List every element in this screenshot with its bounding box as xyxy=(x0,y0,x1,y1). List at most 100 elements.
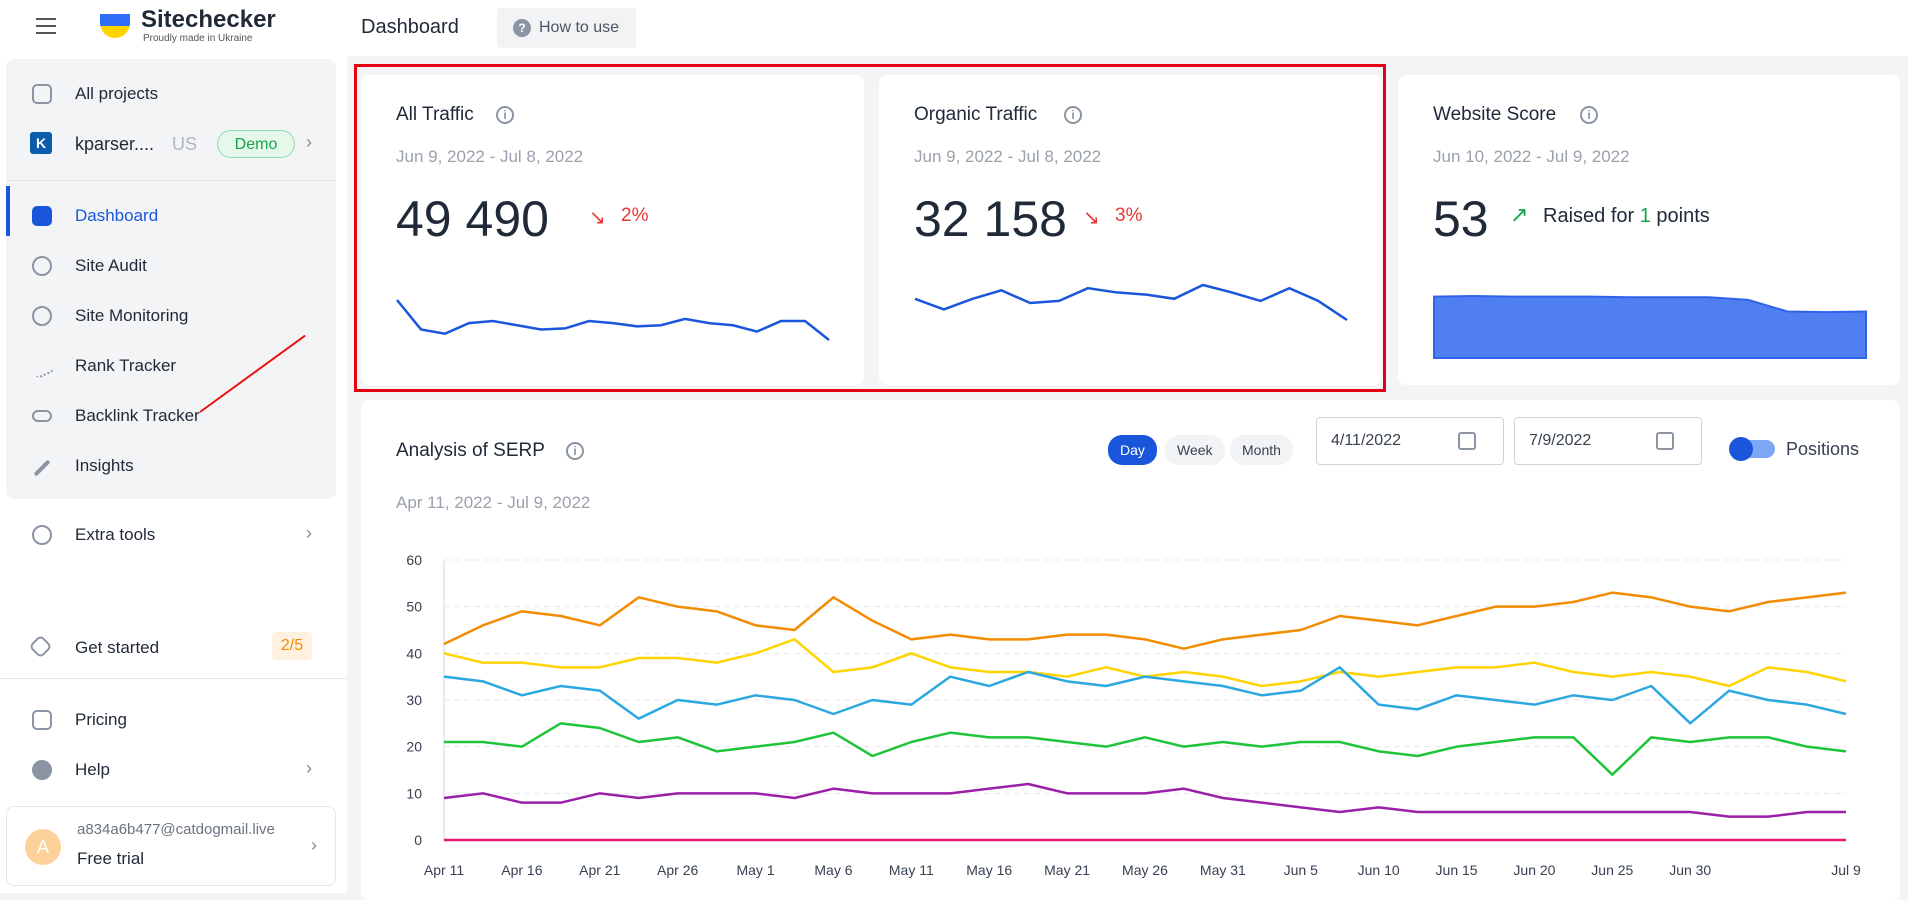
highlight-box xyxy=(354,64,1386,392)
chevron: › xyxy=(311,835,317,855)
y-tick-label: 0 xyxy=(414,832,422,848)
toggle[interactable] xyxy=(1729,437,1775,461)
y-tick-label: 50 xyxy=(406,599,422,615)
logo[interactable]: Sitechecker xyxy=(141,6,276,33)
top-bar: Sitechecker Proudly made in Ukraine Dash… xyxy=(0,0,1908,56)
card-change: 2% xyxy=(621,205,649,226)
nav-item[interactable]: Help xyxy=(75,760,110,779)
backlink-icon xyxy=(32,410,52,422)
score-note: Raised for 1 points xyxy=(1543,205,1710,228)
x-tick-label: May 1 xyxy=(736,862,774,878)
x-tick-label: May 31 xyxy=(1200,862,1246,878)
score-area xyxy=(1433,294,1867,359)
y-tick-label: 60 xyxy=(406,552,422,568)
series-line xyxy=(443,591,1847,650)
extra-icon xyxy=(32,525,52,545)
x-tick-label: Jun 5 xyxy=(1284,862,1318,878)
sidebar: All projects K kparser.... US Demo › Das… xyxy=(0,56,347,893)
end-date-text: 7/9/2022 xyxy=(1529,432,1592,449)
calendar-icon xyxy=(1656,432,1674,450)
series-line xyxy=(443,638,1847,688)
project-name[interactable]: kparser.... xyxy=(75,134,155,154)
audit-icon xyxy=(32,256,52,276)
help-icon xyxy=(32,760,52,780)
demo-badge: Demo xyxy=(217,130,295,158)
nav-item[interactable]: All projects xyxy=(75,84,159,103)
chevron[interactable]: › xyxy=(306,132,312,152)
page-title: Dashboard xyxy=(361,16,459,38)
dashboard-icon xyxy=(32,206,52,226)
x-tick-label: Jun 20 xyxy=(1513,862,1555,878)
nav-item[interactable]: Insights xyxy=(75,456,134,475)
x-tick-label: Apr 16 xyxy=(501,862,542,878)
series-line xyxy=(443,666,1847,725)
menu-icon[interactable] xyxy=(36,18,56,34)
series-line xyxy=(444,722,1847,776)
divider xyxy=(0,678,347,679)
serp-card: Analysis of SERP i Apr 11, 2022 - Jul 9,… xyxy=(361,400,1900,900)
period-button-active[interactable]: Day xyxy=(1108,435,1157,465)
help-icon: ? xyxy=(513,19,531,37)
project-region: US xyxy=(172,134,198,154)
y-tick-label: 30 xyxy=(406,692,422,708)
card-date: Jun 9, 2022 - Jul 8, 2022 xyxy=(396,147,584,166)
info-icon[interactable]: i xyxy=(496,106,514,124)
divider xyxy=(6,180,336,181)
card-date: Jun 9, 2022 - Jul 8, 2022 xyxy=(914,147,1102,166)
nav-item[interactable]: Backlink Tracker xyxy=(75,406,200,425)
x-tick-label: Jun 10 xyxy=(1358,862,1400,878)
card-value: 32 158 xyxy=(914,191,1067,247)
x-tick-label: Apr 11 xyxy=(424,862,464,878)
home-icon xyxy=(32,84,52,104)
end-date[interactable]: 7/9/2022 xyxy=(1514,417,1702,465)
user-box[interactable]: A a834a6b477@catdogmail.live Free trial … xyxy=(6,806,336,886)
y-tick-label: 40 xyxy=(406,645,422,661)
avatar: A xyxy=(25,829,61,865)
logo-icon xyxy=(100,14,130,38)
chevron[interactable]: › xyxy=(306,758,312,778)
project-icon: K xyxy=(30,132,52,154)
how-to-label: How to use xyxy=(539,19,620,36)
user-plan: Free trial xyxy=(77,849,145,868)
nav-item[interactable]: Extra tools xyxy=(75,525,156,544)
card-value: 49 490 xyxy=(396,191,549,247)
info-icon[interactable]: i xyxy=(566,442,584,460)
card-change: 3% xyxy=(1115,205,1143,226)
card-title: All Traffic xyxy=(396,104,474,125)
nav-item[interactable]: Rank Tracker xyxy=(75,356,177,375)
calendar-icon xyxy=(1458,432,1476,450)
down-icon: ↘ xyxy=(589,207,606,229)
card-title: Organic Traffic xyxy=(914,104,1038,125)
organic-traffic-card: Organic Traffic i Jun 9, 2022 - Jul 8, 2… xyxy=(879,75,1382,385)
x-tick-label: Apr 21 xyxy=(579,862,620,878)
monitoring-icon xyxy=(32,306,52,326)
chevron[interactable]: › xyxy=(306,523,312,543)
period-button[interactable]: Month xyxy=(1230,435,1293,465)
x-tick-label: Jun 25 xyxy=(1591,862,1633,878)
info-icon[interactable]: i xyxy=(1064,106,1082,124)
sparkline xyxy=(396,299,830,341)
x-tick-label: May 11 xyxy=(889,862,934,878)
card-date: Jun 10, 2022 - Jul 9, 2022 xyxy=(1433,147,1630,166)
nav-item[interactable]: Pricing xyxy=(75,710,127,729)
chart-subtitle: Apr 11, 2022 - Jul 9, 2022 xyxy=(396,493,591,512)
period-button[interactable]: Week xyxy=(1165,435,1225,465)
active-indicator xyxy=(6,186,10,236)
nav-item-active[interactable]: Dashboard xyxy=(75,206,159,225)
chart-title: Analysis of SERP xyxy=(396,440,545,461)
how-to-button[interactable]: ? How to use xyxy=(497,8,636,48)
x-tick-label: Apr 26 xyxy=(657,862,698,878)
nav-item[interactable]: Site Monitoring xyxy=(75,306,189,325)
note-prefix: Raised for xyxy=(1543,205,1635,227)
all-traffic-card: All Traffic i Jun 9, 2022 - Jul 8, 2022 … xyxy=(361,75,864,385)
x-tick-label: Jun 15 xyxy=(1436,862,1478,878)
user-email: a834a6b477@catdogmail.live xyxy=(77,821,275,838)
start-date[interactable]: 4/11/2022 xyxy=(1316,417,1504,465)
nav-item[interactable]: Site Audit xyxy=(75,256,147,275)
x-tick-label: Jun 30 xyxy=(1669,862,1711,878)
info-icon[interactable]: i xyxy=(1580,106,1598,124)
nav-item[interactable]: Get started xyxy=(75,638,160,657)
tagline: Proudly made in Ukraine xyxy=(143,33,253,44)
